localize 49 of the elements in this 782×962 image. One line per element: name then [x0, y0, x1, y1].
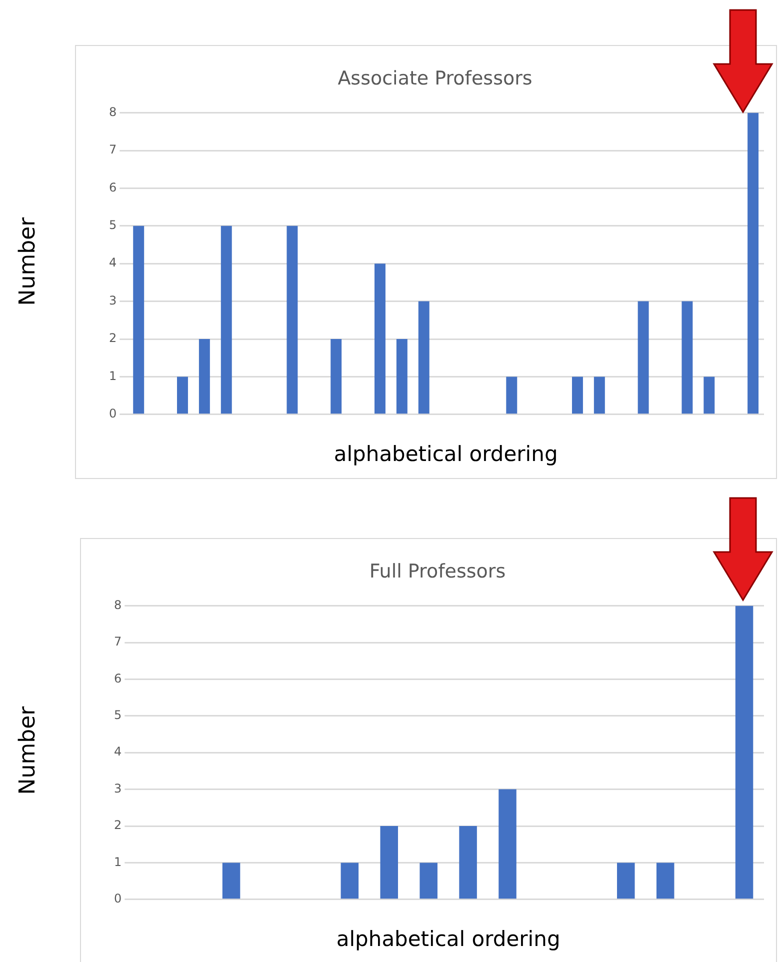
y-axis-title: Number — [16, 706, 41, 794]
bar — [340, 862, 359, 899]
x-axis-title: alphabetical ordering — [334, 442, 558, 466]
y-tick-label: 2 — [114, 818, 122, 832]
chart-title: Full Professors — [369, 560, 506, 582]
bar — [704, 376, 715, 414]
y-tick-label: 7 — [114, 634, 122, 649]
bar — [638, 301, 649, 414]
y-tick-label: 7 — [108, 142, 117, 157]
bar — [748, 112, 759, 414]
bar — [133, 226, 144, 414]
bar — [418, 301, 430, 414]
y-tick-label: 8 — [108, 104, 117, 119]
y-tick-label: 1 — [114, 854, 122, 869]
y-tick-label: 6 — [108, 180, 117, 194]
y-tick-label: 0 — [108, 406, 117, 421]
bar — [594, 376, 605, 414]
y-tick-label: 5 — [108, 218, 117, 232]
y-tick-label: 6 — [114, 671, 122, 686]
bar — [380, 826, 398, 899]
chart-title: Associate Professors — [338, 67, 532, 90]
bar — [330, 339, 342, 414]
bar — [286, 226, 298, 414]
y-tick-label: 2 — [108, 331, 117, 346]
y-tick-label: 3 — [108, 293, 117, 308]
bar — [198, 339, 210, 414]
x-axis-title: alphabetical ordering — [336, 926, 560, 951]
y-tick-label: 8 — [114, 598, 122, 612]
y-tick-label: 0 — [114, 892, 122, 906]
y-tick-label: 4 — [108, 256, 117, 270]
bar — [682, 301, 693, 414]
bar — [572, 376, 583, 414]
bar — [374, 264, 386, 414]
y-tick-label: 4 — [114, 744, 122, 759]
bar — [498, 789, 516, 899]
bar — [177, 376, 188, 414]
bar — [220, 226, 232, 414]
bar — [735, 606, 754, 899]
y-axis-title: Number — [16, 216, 41, 306]
bar — [459, 826, 477, 899]
bar — [420, 862, 438, 899]
bar — [656, 862, 674, 899]
bar — [506, 376, 518, 414]
y-tick-label: 5 — [114, 708, 122, 722]
bar — [222, 862, 240, 899]
y-tick-label: 1 — [108, 368, 117, 383]
bar — [617, 862, 635, 899]
y-tick-label: 3 — [114, 781, 122, 796]
bar — [396, 339, 408, 414]
